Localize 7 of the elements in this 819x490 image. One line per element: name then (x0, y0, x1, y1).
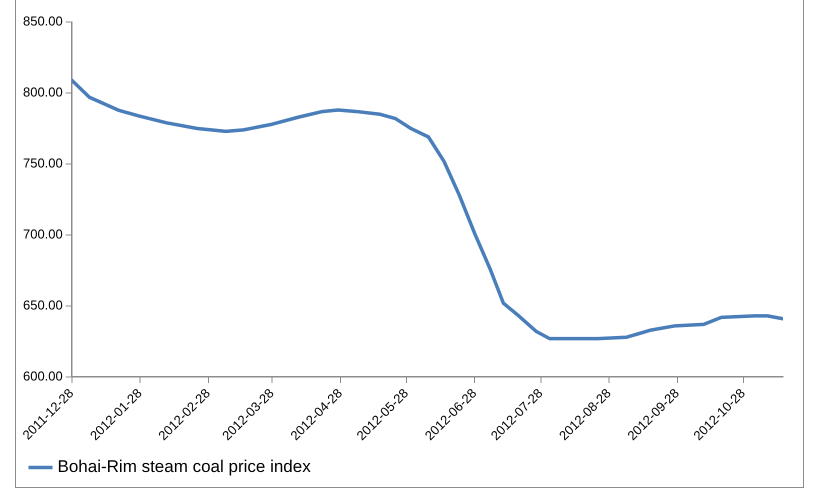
y-tick-label: 800.00 (22, 84, 63, 100)
y-tick-label: 600.00 (22, 368, 63, 384)
y-tick-label: 700.00 (22, 226, 63, 242)
y-tick-label: 850.00 (22, 14, 63, 29)
legend-label: Bohai-Rim steam coal price index (58, 457, 312, 476)
y-tick-label: 650.00 (22, 298, 63, 313)
y-tick-label: 750.00 (22, 156, 63, 171)
